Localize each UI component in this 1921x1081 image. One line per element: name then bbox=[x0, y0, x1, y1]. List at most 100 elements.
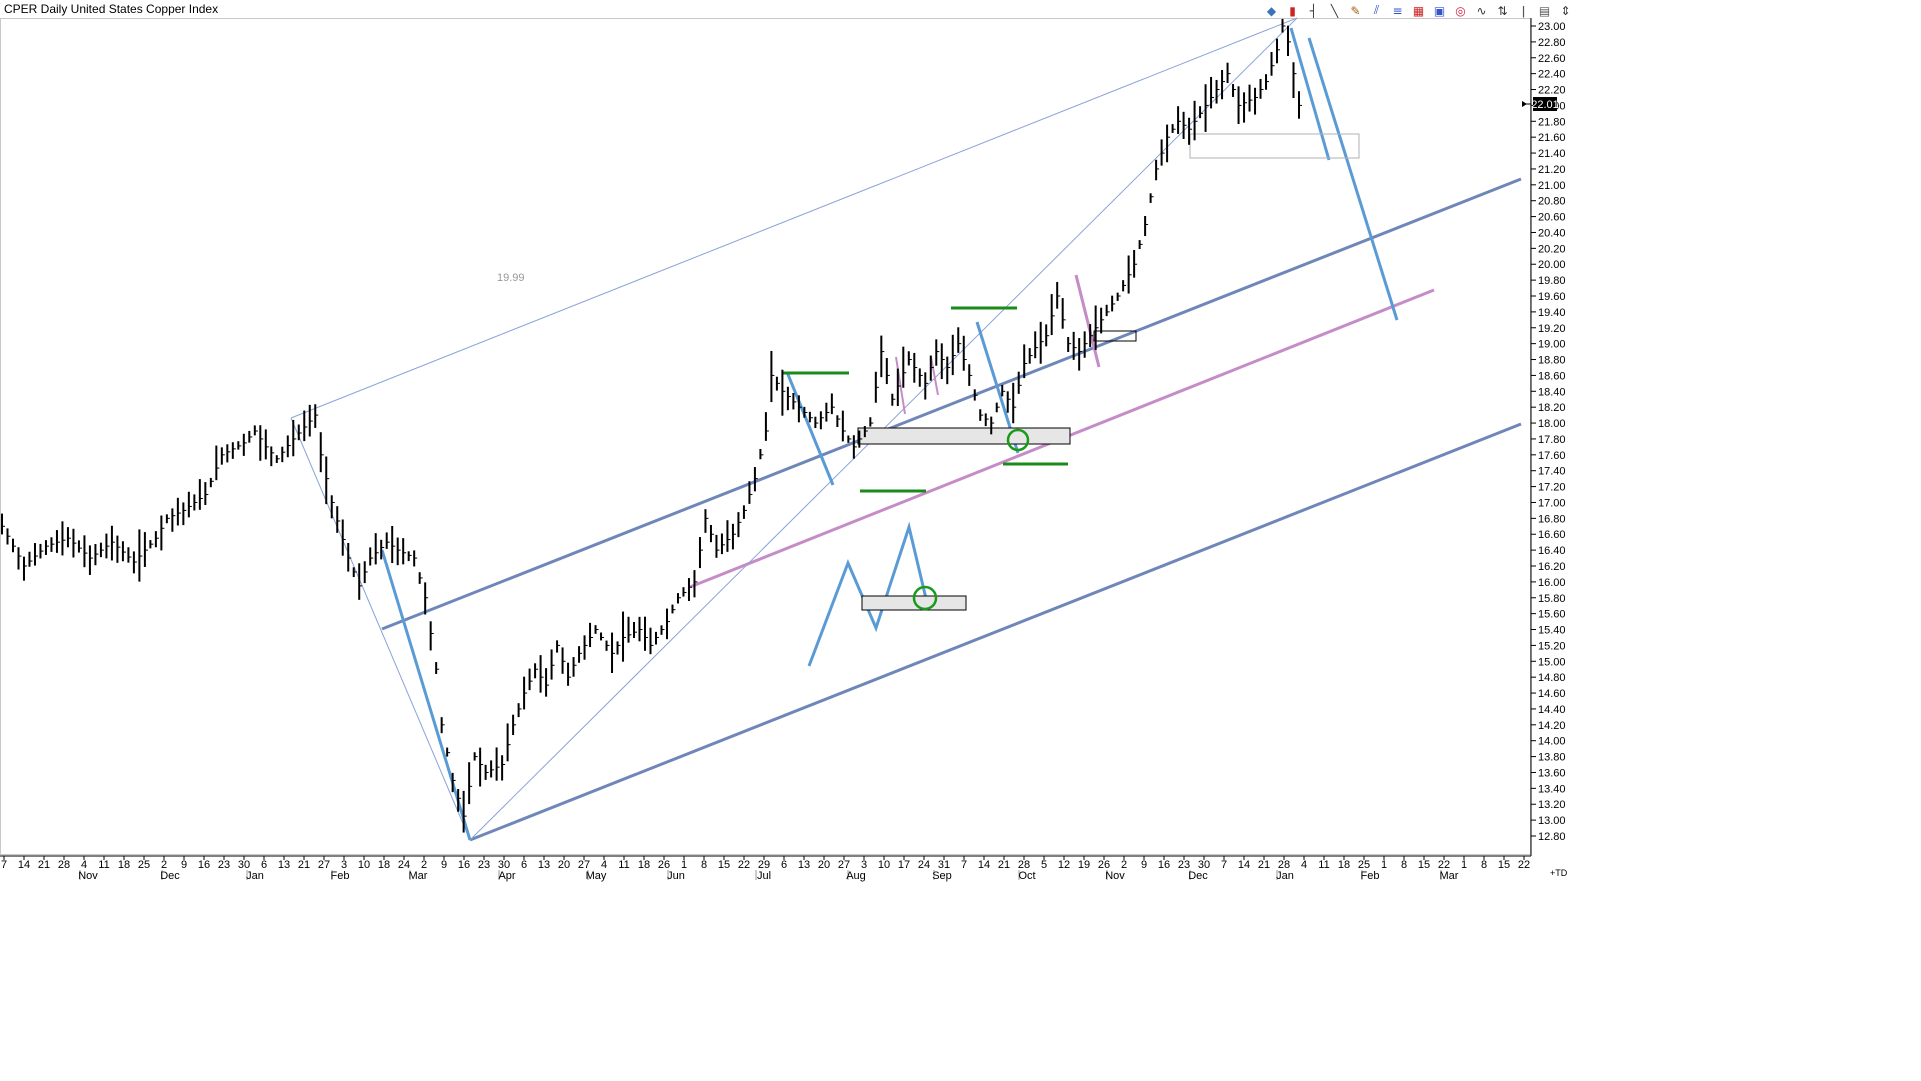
time-tick-label: 21 bbox=[998, 859, 1010, 871]
time-tick-label: 11 bbox=[618, 859, 629, 871]
time-tick-label: 9 bbox=[181, 859, 187, 871]
time-tick-label: 22 bbox=[1438, 859, 1450, 871]
arrows-icon[interactable]: ⇅ bbox=[1497, 3, 1508, 18]
jan-projection-line-1[interactable] bbox=[1289, 27, 1331, 161]
time-tick-label: 18 bbox=[1338, 859, 1350, 871]
box-icon[interactable]: ▣ bbox=[1433, 3, 1446, 18]
time-tick-label: 8 bbox=[1401, 859, 1407, 871]
wave-icon[interactable]: ∿ bbox=[1476, 3, 1487, 18]
time-tick-label: 18 bbox=[118, 859, 130, 871]
price-tick-label: 17.60 bbox=[1538, 450, 1566, 462]
last-price-marker: 22.01 bbox=[1522, 97, 1559, 111]
thermometer-icon[interactable]: ǀ bbox=[1521, 3, 1526, 18]
price-tick-label: 14.40 bbox=[1538, 704, 1566, 716]
bar-type-icon[interactable]: ┤ bbox=[1309, 3, 1318, 18]
time-tick-label: 18 bbox=[378, 859, 390, 871]
price-tick-label: 21.60 bbox=[1538, 132, 1566, 144]
support-box[interactable] bbox=[857, 427, 1071, 445]
green-circle-1[interactable] bbox=[1006, 428, 1030, 452]
price-tick-label: 19.40 bbox=[1538, 307, 1566, 319]
time-tick-label: 8 bbox=[701, 859, 707, 871]
price-tick-label: 19.20 bbox=[1538, 323, 1566, 335]
time-tick-label: 1 bbox=[1381, 859, 1387, 871]
time-tick-label: 24 bbox=[398, 859, 410, 871]
month-label: Dec bbox=[160, 870, 180, 882]
time-tick-label: 24 bbox=[918, 859, 930, 871]
fibonacci-icon[interactable]: ≡ bbox=[1392, 3, 1403, 18]
time-tick-label: 3 bbox=[861, 859, 867, 871]
pitchfork-handle-line[interactable] bbox=[290, 417, 471, 841]
time-tick-label: 7 bbox=[1221, 859, 1227, 871]
october-box[interactable] bbox=[1093, 330, 1137, 342]
time-tick-label: 30 bbox=[498, 859, 510, 871]
july-projection-line[interactable] bbox=[785, 371, 835, 486]
price-tick-label: 18.40 bbox=[1538, 386, 1566, 398]
time-tick-label: 13 bbox=[278, 859, 290, 871]
jan-projection-line-2[interactable] bbox=[1307, 37, 1399, 321]
price-tick-label: 18.00 bbox=[1538, 418, 1566, 430]
price-tick-label: 21.20 bbox=[1538, 164, 1566, 176]
month-label: Feb bbox=[331, 870, 350, 882]
time-tick-label: 15 bbox=[1498, 859, 1510, 871]
price-tick-label: 13.00 bbox=[1538, 815, 1566, 827]
price-tick-label: 17.20 bbox=[1538, 482, 1566, 494]
pitchfork-icon[interactable]: ⫽ bbox=[1373, 3, 1380, 17]
upper-pitchfork-line[interactable] bbox=[290, 17, 1298, 419]
zigzag-pattern[interactable] bbox=[807, 521, 930, 667]
time-tick-label: 2 bbox=[1121, 859, 1127, 871]
time-axis: 7 14 21 28 4 11 18 25 2 9 16 23 30 6 13 21 27 3 10 18 24 2 9 16… bbox=[1, 856, 1530, 871]
time-tick-label: 19 bbox=[1078, 859, 1090, 871]
time-tick-label: 9 bbox=[1141, 859, 1147, 871]
time-tick-label: 28 bbox=[1278, 859, 1290, 871]
time-tick-label: 14 bbox=[1238, 859, 1250, 871]
price-tick-label: 21.00 bbox=[1538, 180, 1566, 192]
time-tick-label: 21 bbox=[1258, 859, 1270, 871]
green-circle-2[interactable] bbox=[912, 585, 938, 611]
price-tick-label: 16.00 bbox=[1538, 577, 1566, 589]
price-tick-label: 21.40 bbox=[1538, 148, 1566, 160]
month-label: Jun bbox=[667, 870, 685, 882]
calendar-icon[interactable]: ▤ bbox=[1538, 3, 1551, 18]
pink-correction-3[interactable] bbox=[930, 356, 939, 396]
circle-icon[interactable]: ◎ bbox=[1455, 3, 1466, 18]
drawing-toolbar: ◆ ▮ ┤ ╲ ✎ ⫽ ≡ ▦ ▣ ◎ ∿ ⇅ ǀ ▤ ⇕ bbox=[1262, 2, 1575, 20]
price-tick-label: 18.20 bbox=[1538, 402, 1566, 414]
price-tick-label: 20.00 bbox=[1538, 259, 1566, 271]
drop-projection-line[interactable] bbox=[380, 549, 472, 841]
price-tick-label: 19.00 bbox=[1538, 339, 1566, 351]
price-tick-label: 13.40 bbox=[1538, 783, 1566, 795]
time-tick-label: 16 bbox=[458, 859, 470, 871]
december-box[interactable] bbox=[1189, 133, 1360, 159]
time-tick-label: 7 bbox=[961, 859, 967, 871]
trendline-icon[interactable]: ╲ bbox=[1330, 3, 1339, 18]
expand-icon[interactable]: ⇕ bbox=[1560, 3, 1571, 18]
price-bars bbox=[1, 18, 1302, 833]
time-tick-label: 20 bbox=[818, 859, 830, 871]
time-tick-label: 4 bbox=[601, 859, 607, 871]
lower-channel-line[interactable] bbox=[469, 422, 1522, 842]
pencil-icon[interactable]: ✎ bbox=[1350, 3, 1361, 18]
price-tick-label: 15.20 bbox=[1538, 640, 1566, 652]
price-tick-label: 21.80 bbox=[1538, 116, 1566, 128]
price-tick-label: 19.80 bbox=[1538, 275, 1566, 287]
month-label: Sep bbox=[932, 870, 952, 882]
time-tick-label: 28 bbox=[58, 859, 70, 871]
median-channel-line[interactable] bbox=[381, 177, 1522, 631]
time-tick-label: 16 bbox=[198, 859, 210, 871]
candle-icon[interactable]: ▮ bbox=[1289, 3, 1296, 18]
time-tick-label: 30 bbox=[238, 859, 250, 871]
grid-icon[interactable]: ▦ bbox=[1412, 3, 1425, 18]
price-tick-label: 20.20 bbox=[1538, 243, 1566, 255]
time-tick-label: 28 bbox=[1018, 859, 1030, 871]
month-axis: Nov Dec Jan Feb Mar Apr May Jun Jul Aug Sep Oct Nov D… bbox=[78, 870, 1459, 882]
chart-style-icon[interactable]: ◆ bbox=[1266, 3, 1277, 18]
last-price-label: 22.01 bbox=[1531, 99, 1559, 111]
price-tick-label: 16.80 bbox=[1538, 513, 1566, 525]
pink-correction-2[interactable] bbox=[1074, 274, 1101, 368]
time-tick-label: 2 bbox=[421, 859, 427, 871]
time-tick-label: 26 bbox=[658, 859, 670, 871]
time-tick-label: 12 bbox=[1058, 859, 1070, 871]
price-tick-label: 20.40 bbox=[1538, 227, 1566, 239]
time-tick-label: 26 bbox=[1098, 859, 1110, 871]
